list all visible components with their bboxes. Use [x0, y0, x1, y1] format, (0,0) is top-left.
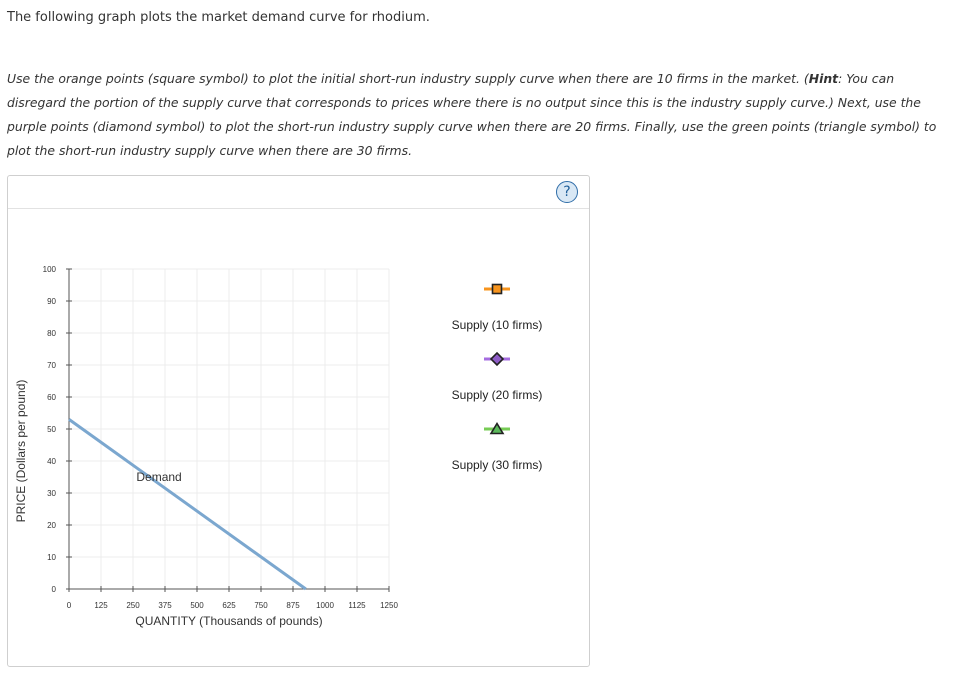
instructions-part-2: : You can disregard the portion of the s…: [7, 71, 937, 158]
y-tick-label: 10: [47, 553, 56, 562]
y-tick-label: 90: [47, 297, 56, 306]
instructions-text: Use the orange points (square symbol) to…: [7, 67, 937, 163]
y-tick-label: 100: [43, 265, 57, 274]
square-marker-icon[interactable]: [491, 283, 503, 295]
y-tick-label: 50: [47, 425, 56, 434]
y-tick-label: 80: [47, 329, 56, 338]
x-tick-label: 1000: [316, 601, 334, 610]
y-tick-label: 60: [47, 393, 56, 402]
x-tick-label: 125: [94, 601, 108, 610]
y-tick-label: 70: [47, 361, 56, 370]
y-tick-label: 40: [47, 457, 56, 466]
x-tick-label: 875: [286, 601, 300, 610]
instructions-part-1: Use the orange points (square symbol) to…: [7, 71, 809, 86]
grid: [69, 268, 390, 589]
y-tick-label: 30: [47, 489, 56, 498]
intro-text: The following graph plots the market dem…: [7, 10, 430, 25]
x-tick-label: 250: [126, 601, 140, 610]
graph-panel: ? 0 10 20 30 40 50 60 70 80 90 100 0 125 250 375 500 625…: [7, 175, 590, 667]
x-tick-label: 1125: [348, 601, 366, 610]
x-tick-label: 0: [67, 601, 72, 610]
hint-label: Hint: [808, 71, 839, 86]
legend-label: Supply (20 firms): [452, 388, 543, 402]
y-axis-title: PRICE (Dollars per pound): [14, 380, 28, 523]
legend-item-triangle[interactable]: Supply (30 firms): [452, 421, 543, 473]
diamond-marker-icon[interactable]: [489, 351, 505, 367]
x-axis-title: QUANTITY (Thousands of pounds): [135, 614, 322, 628]
demand-curve-label: Demand: [136, 470, 181, 484]
legend-item-square[interactable]: Supply (10 firms): [452, 283, 543, 333]
x-tick-label: 750: [254, 601, 268, 610]
y-tick-label: 20: [47, 521, 56, 530]
demand-curve[interactable]: [68, 418, 307, 591]
legend-label: Supply (10 firms): [452, 318, 543, 332]
legend: Supply (10 firms) Supply (20 firms) Supply…: [452, 283, 543, 473]
series: Demand: [68, 418, 307, 591]
x-tick-label: 1250: [380, 601, 398, 610]
panel-header: [8, 176, 589, 209]
legend-label: Supply (30 firms): [452, 458, 543, 472]
legend-item-diamond[interactable]: Supply (20 firms): [452, 351, 543, 402]
triangle-marker-icon[interactable]: [489, 421, 505, 435]
y-tick-label: 0: [52, 585, 57, 594]
x-tick-label: 625: [222, 601, 236, 610]
help-button[interactable]: ?: [556, 181, 578, 203]
x-tick-label: 500: [190, 601, 204, 610]
x-tick-label: 375: [158, 601, 172, 610]
